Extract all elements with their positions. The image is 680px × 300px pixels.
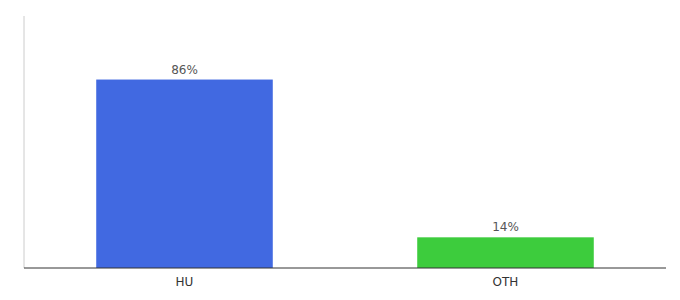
data-label: 14% <box>492 220 519 234</box>
x-tick-label: HU <box>176 275 194 289</box>
y-axis-line <box>24 16 25 268</box>
bar <box>96 80 273 268</box>
chart-container: 86% 14% HU OTH <box>0 0 680 300</box>
chart: 86% 14% HU OTH <box>0 0 680 300</box>
x-axis-line <box>24 268 666 269</box>
x-tick-label: OTH <box>493 275 519 289</box>
bars <box>96 80 594 268</box>
data-label: 86% <box>171 63 198 77</box>
bar <box>417 237 594 268</box>
